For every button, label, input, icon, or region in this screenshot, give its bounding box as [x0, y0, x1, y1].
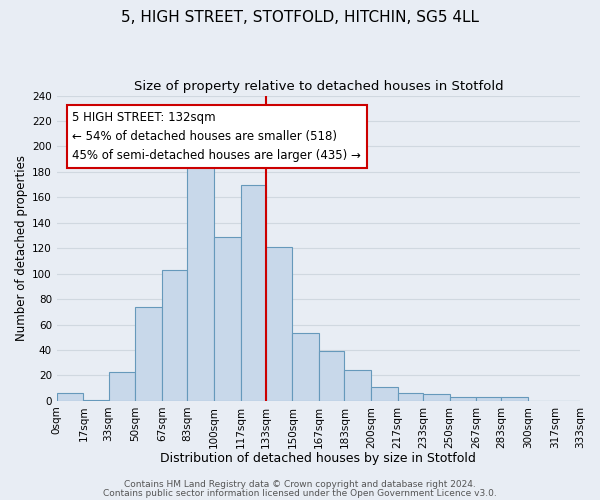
Bar	[214, 237, 241, 401]
Title: Size of property relative to detached houses in Stotfold: Size of property relative to detached ho…	[134, 80, 503, 93]
Bar	[292, 334, 319, 401]
Bar	[187, 156, 214, 401]
Bar	[162, 270, 187, 401]
Bar	[319, 351, 344, 401]
Bar	[344, 370, 371, 401]
Bar	[449, 397, 476, 401]
Text: 5 HIGH STREET: 132sqm
← 54% of detached houses are smaller (518)
45% of semi-det: 5 HIGH STREET: 132sqm ← 54% of detached …	[73, 111, 361, 162]
Bar	[398, 393, 423, 401]
X-axis label: Distribution of detached houses by size in Stotfold: Distribution of detached houses by size …	[160, 452, 476, 465]
Bar	[502, 397, 528, 401]
Bar	[83, 400, 109, 401]
Bar	[266, 247, 292, 401]
Text: Contains HM Land Registry data © Crown copyright and database right 2024.: Contains HM Land Registry data © Crown c…	[124, 480, 476, 489]
Bar	[476, 397, 502, 401]
Bar	[136, 306, 162, 401]
Bar	[423, 394, 449, 401]
Bar	[57, 393, 83, 401]
Text: Contains public sector information licensed under the Open Government Licence v3: Contains public sector information licen…	[103, 488, 497, 498]
Bar	[241, 184, 266, 401]
Y-axis label: Number of detached properties: Number of detached properties	[15, 155, 28, 341]
Text: 5, HIGH STREET, STOTFOLD, HITCHIN, SG5 4LL: 5, HIGH STREET, STOTFOLD, HITCHIN, SG5 4…	[121, 10, 479, 25]
Bar	[109, 372, 136, 401]
Bar	[371, 387, 398, 401]
